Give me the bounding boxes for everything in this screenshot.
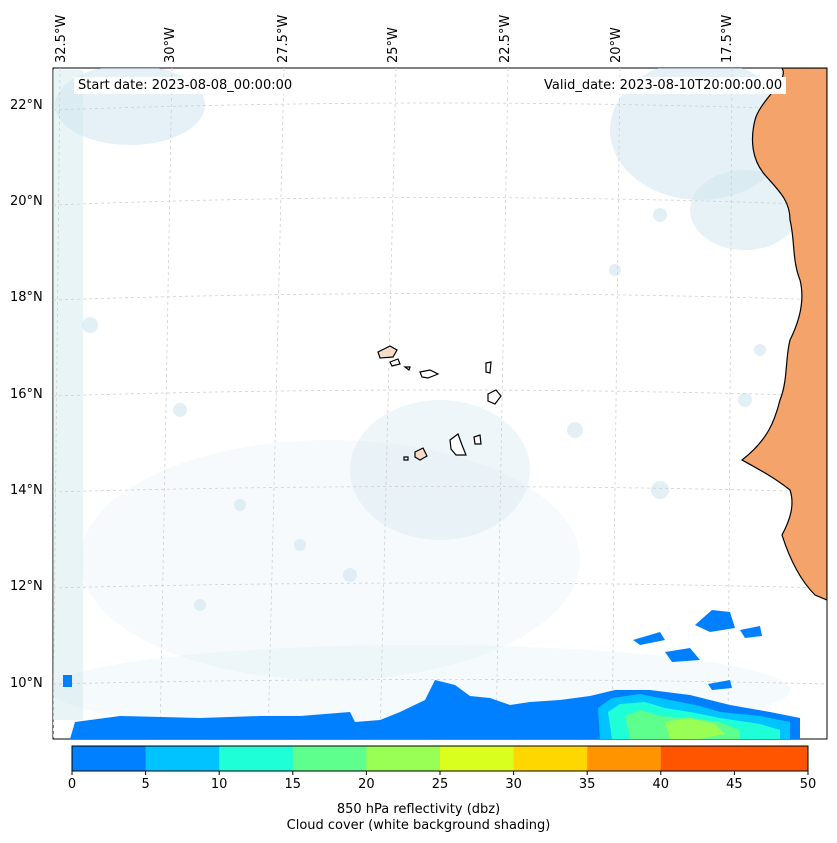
- valid-date-label: Valid_date: 2023-08-10T20:00:00.00: [540, 77, 787, 94]
- colorbar-sublabel: Cloud cover (white background shading): [286, 818, 551, 833]
- reflectivity-cell-east-2: [633, 632, 665, 645]
- colorbar-bin-10-15: [219, 746, 294, 771]
- cloud-islands: [350, 400, 530, 540]
- island-fogo: [414, 447, 428, 461]
- colorbar-bin-5-10: [145, 746, 220, 771]
- cape-verde-islands: [377, 345, 502, 461]
- lon-label-20w: 20°W: [609, 27, 624, 63]
- start-date-label: Start date: 2023-08-08_00:00:00: [74, 77, 297, 94]
- lon-label-30w: 30°W: [163, 27, 178, 63]
- island-sal: [485, 361, 492, 374]
- lon-label-27-5w: 27.5°W: [276, 14, 291, 63]
- island-brava: [403, 456, 409, 461]
- colorbar-tick-label: 35: [578, 777, 596, 792]
- lat-label-16n: 16°N: [10, 387, 43, 402]
- lat-label-12n: 12°N: [10, 579, 43, 594]
- colorbar-tick-label: 0: [67, 777, 77, 792]
- island-sao-vicente: [389, 358, 401, 367]
- reflectivity-cell-west: [63, 675, 72, 687]
- colorbar-tick-label: 45: [726, 777, 743, 792]
- colorbar-tick-label: 30: [505, 777, 522, 792]
- colorbar-bin-20-25: [366, 746, 441, 771]
- island-maio: [473, 434, 482, 445]
- colorbar-tick-label: 40: [652, 777, 670, 792]
- reflectivity-cell-east-3: [665, 648, 700, 662]
- colorbar-tick-label: 15: [284, 777, 302, 792]
- lon-label-22-5w: 22.5°W: [498, 14, 513, 63]
- colorbar-bin-45-50: [734, 746, 809, 771]
- colorbar-label: 850 hPa reflectivity (dbz): [336, 802, 501, 817]
- colorbar-tick-label: 25: [431, 777, 449, 792]
- lat-label-14n: 14°N: [10, 483, 43, 498]
- cloud-cover-shading: [53, 68, 800, 735]
- colorbar-bin-25-30: [440, 746, 515, 771]
- cloud-northeast: [610, 68, 790, 200]
- colorbar-tick-label: 5: [141, 777, 150, 792]
- colorbar-bin-0-5: [72, 746, 147, 771]
- lon-label-25w: 25°W: [386, 27, 401, 63]
- cloud-central-south: [80, 440, 580, 680]
- colorbar-tick-label: 50: [799, 777, 817, 792]
- reflectivity-cell-east-1: [695, 610, 735, 632]
- colorbar-bin-40-45: [660, 746, 735, 771]
- island-santa-luzia: [403, 366, 411, 371]
- colorbar-bin-15-20: [292, 746, 367, 771]
- colorbar-bin-30-35: [513, 746, 588, 771]
- island-sao-nicolau: [419, 369, 440, 379]
- colorbar-tick-label: 20: [358, 777, 375, 792]
- lon-label-32-5w: 32.5°W: [54, 14, 69, 63]
- reflectivity-fill: [63, 610, 800, 739]
- island-santiago: [449, 433, 467, 456]
- lat-label-20n: 20°N: [10, 194, 43, 209]
- lat-label-18n: 18°N: [10, 290, 43, 305]
- lat-label-10n: 10°N: [10, 676, 43, 691]
- cloud-east-plume: [690, 170, 800, 250]
- reflectivity-cell-east-5: [708, 680, 732, 690]
- lat-label-22n: 22°N: [10, 98, 43, 113]
- lon-label-17-5w: 17.5°W: [720, 14, 735, 63]
- reflectivity-cell-east-4: [740, 626, 762, 638]
- colorbar: [71, 745, 809, 775]
- land-africa: [740, 68, 827, 601]
- island-santo-antao: [377, 345, 398, 359]
- colorbar-bin-35-40: [587, 746, 662, 771]
- colorbar-tick-label: 10: [210, 777, 228, 792]
- island-boa-vista: [487, 389, 502, 405]
- reflectivity-band-20-25: [665, 718, 725, 739]
